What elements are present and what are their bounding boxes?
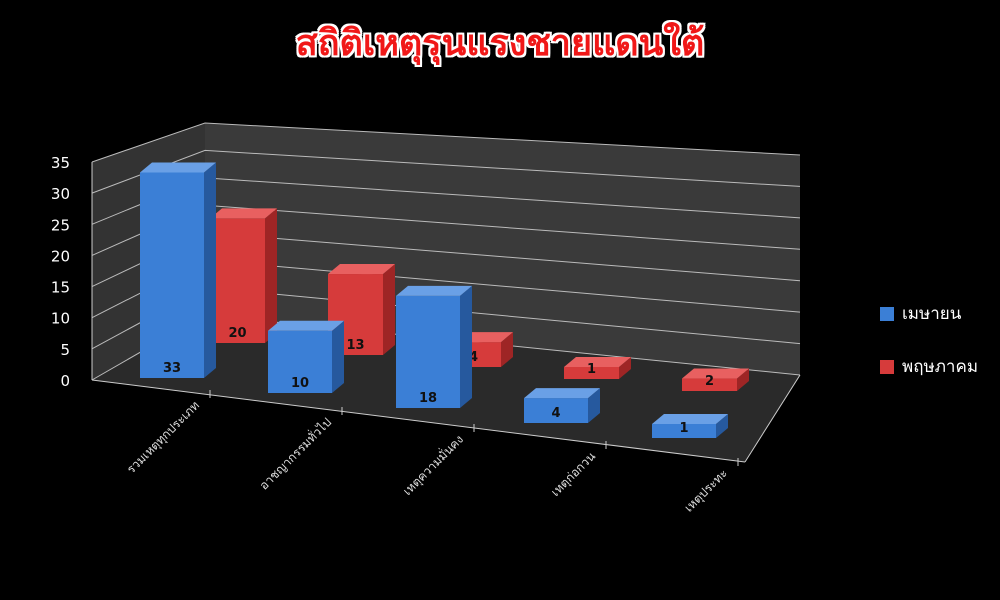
bar-may: 13 — [328, 264, 395, 355]
bar-side — [588, 388, 600, 423]
x-axis — [91, 379, 746, 463]
bar-top — [564, 357, 631, 367]
bar-top — [140, 162, 216, 173]
bar-side — [332, 320, 344, 393]
bar-front — [268, 330, 332, 393]
bar-top — [396, 285, 472, 296]
gridline — [91, 122, 801, 163]
data-label: 18 — [419, 391, 437, 406]
bar-may: 20 — [210, 208, 277, 343]
bar-front — [564, 367, 619, 379]
bar-april: 18 — [396, 285, 472, 408]
bar-side — [737, 368, 749, 391]
bar-side — [716, 414, 728, 438]
bar-top — [328, 264, 395, 275]
chart-title: สถิติเหตุรุนแรงชายแดนใต้ — [295, 23, 705, 64]
data-label: 4 — [551, 406, 560, 421]
bar-top — [524, 388, 600, 399]
bar-april: 4 — [524, 388, 600, 423]
x-tick-label: เหตุก่อกวน — [548, 449, 599, 500]
data-label: 2 — [705, 374, 714, 389]
data-label: 4 — [469, 350, 478, 365]
data-label: 20 — [228, 326, 246, 341]
data-label: 10 — [291, 376, 309, 391]
bar-front — [396, 295, 460, 408]
legend: เมษายน พฤษภาคม — [880, 300, 978, 406]
legend-item-april: เมษายน — [880, 300, 978, 327]
bar-top — [682, 368, 749, 379]
bar-side — [265, 208, 277, 343]
y-tick-label: 0 — [60, 372, 70, 390]
bar-april: 33 — [140, 162, 216, 378]
bar-top — [268, 320, 344, 331]
gridline — [91, 149, 801, 194]
x-tick-label: เหตุความมั่นคง — [399, 431, 467, 499]
y-tick-label: 30 — [51, 185, 70, 203]
x-tick-label: รวมเหตุทุกประเภท — [124, 398, 203, 477]
y-tick-label: 5 — [60, 341, 70, 359]
bar-top — [210, 208, 277, 219]
bar-side — [619, 357, 631, 379]
data-label: 1 — [679, 421, 688, 436]
bar-side — [501, 332, 513, 367]
data-label: 1 — [587, 362, 596, 377]
bar-may: 1 — [564, 357, 631, 379]
x-tick-label: อาชญากรรมทั่วไป — [255, 414, 334, 493]
bar-front — [524, 398, 588, 423]
legend-item-may: พฤษภาคม — [880, 353, 978, 380]
legend-swatch-blue — [880, 306, 894, 321]
y-tick-label: 20 — [51, 247, 70, 265]
depth-axis — [744, 374, 801, 463]
bar-front — [140, 172, 204, 378]
x-tick-label: เหตุประทะ — [682, 466, 731, 515]
bar-may: 2 — [682, 368, 749, 391]
legend-label: พฤษภาคม — [902, 357, 979, 377]
bar-april: 10 — [268, 320, 344, 393]
bar-april: 1 — [652, 414, 728, 438]
y-tick-label: 35 — [51, 154, 70, 172]
y-tick-label: 15 — [51, 279, 70, 297]
data-label: 13 — [346, 338, 364, 353]
bar-side — [460, 285, 472, 408]
legend-label: เมษายน — [902, 304, 962, 324]
legend-swatch-red — [880, 359, 894, 374]
bar-front — [210, 218, 265, 343]
bar-front — [682, 378, 737, 391]
bar-top — [652, 414, 728, 424]
y-tick-label: 10 — [51, 310, 70, 328]
bar-side — [204, 162, 216, 378]
data-label: 33 — [163, 361, 181, 376]
y-tick-label: 25 — [51, 216, 70, 234]
bar-side — [383, 264, 395, 355]
bar-front — [652, 424, 716, 438]
